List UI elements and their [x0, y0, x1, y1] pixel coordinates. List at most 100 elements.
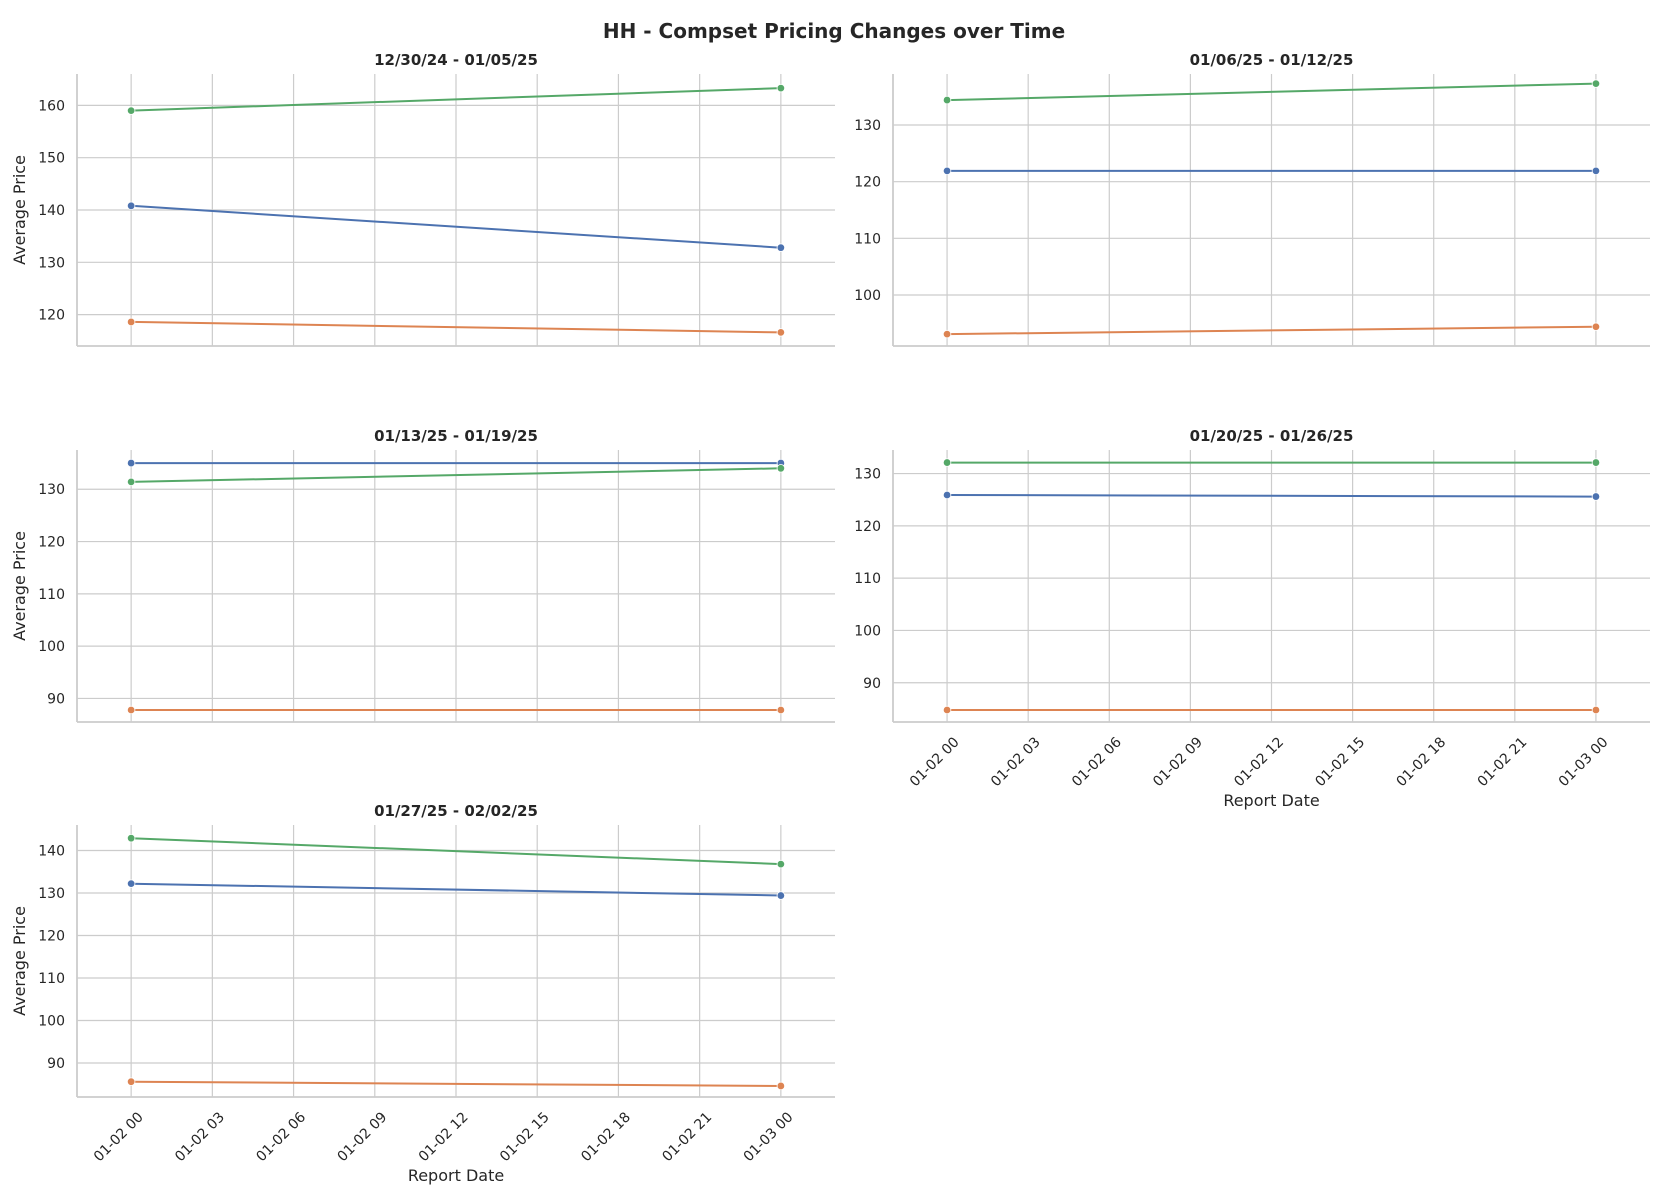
x-tick-label: 01-02 03 — [988, 734, 1044, 790]
data-point — [126, 833, 136, 843]
y-tick-label: 90 — [47, 691, 65, 707]
data-point — [126, 477, 136, 487]
data-point — [126, 201, 136, 211]
x-tick-label: 01-02 03 — [172, 1109, 228, 1165]
x-axis-label: Report Date — [1223, 791, 1319, 810]
y-tick-label: 160 — [38, 98, 65, 114]
x-tick-label: 01-02 06 — [253, 1109, 309, 1165]
x-tick-label: 01-02 18 — [1393, 734, 1449, 790]
x-tick-label: 01-03 00 — [1556, 734, 1612, 790]
y-tick-label: 110 — [38, 587, 65, 603]
y-tick-label: 120 — [38, 535, 65, 551]
data-point — [126, 1077, 136, 1086]
data-point — [776, 464, 786, 473]
data-point — [942, 458, 952, 467]
y-axis-label: Average Price — [10, 906, 29, 1016]
x-tick-label: 01-03 00 — [741, 1109, 797, 1165]
data-point — [776, 243, 786, 252]
subplot-title: 01/06/25 - 01/12/25 — [1190, 51, 1354, 69]
y-axis-label: Average Price — [10, 155, 29, 265]
y-tick-label: 130 — [38, 482, 65, 498]
data-point — [942, 705, 952, 715]
y-tick-label: 110 — [854, 231, 881, 247]
series-line — [131, 882, 781, 897]
subplot-5: 90 100 110 120 130 140 01/27/25 - 02/02/25 Aver… — [10, 802, 835, 1185]
series-line — [131, 320, 781, 334]
y-tick-label: 120 — [854, 519, 881, 535]
data-point — [942, 95, 952, 105]
x-tick-label: 01-02 21 — [659, 1109, 715, 1165]
x-tick-label: 01-02 15 — [497, 1109, 553, 1165]
series-line — [131, 467, 781, 483]
subplot-1: 120 130 140 150 160 12/30/24 - 01/05/25 Averag… — [10, 51, 835, 347]
y-tick-label: 100 — [38, 639, 65, 655]
y-tick-label: 130 — [38, 886, 65, 902]
y-tick-label: 120 — [38, 929, 65, 945]
data-point — [776, 83, 786, 93]
x-tick-label: 01-02 06 — [1069, 734, 1125, 790]
x-tick-label: 01-02 00 — [907, 734, 963, 790]
subplot-title: 01/27/25 - 02/02/25 — [374, 802, 538, 820]
data-point — [1591, 79, 1601, 88]
subplot-4: 90 100 110 120 130 01/20/25 - 01/26/25 01-02 0… — [854, 427, 1650, 810]
y-tick-label: 130 — [854, 118, 881, 134]
subplot-3: 90 100 110 120 130 01/13/25 - 01/19/25 Average… — [10, 427, 835, 723]
data-point — [776, 859, 786, 869]
x-tick-label: 01-02 09 — [335, 1109, 391, 1165]
y-tick-label: 120 — [38, 308, 65, 324]
series-line — [947, 82, 1596, 102]
data-point — [1591, 322, 1601, 331]
y-tick-label: 90 — [863, 676, 881, 692]
y-tick-label: 130 — [38, 255, 65, 271]
y-tick-label: 140 — [38, 203, 65, 219]
x-tick-label: 01-02 12 — [1231, 734, 1287, 790]
y-tick-label: 100 — [38, 1014, 65, 1030]
y-tick-label: 120 — [854, 175, 881, 191]
x-tick-label: 01-02 09 — [1150, 734, 1206, 790]
data-point — [1591, 492, 1601, 501]
data-point — [942, 166, 952, 176]
data-point — [942, 329, 952, 339]
data-point — [776, 891, 786, 900]
data-point — [776, 328, 786, 337]
series-line — [131, 1080, 781, 1087]
x-tick-label: 01-02 00 — [91, 1109, 147, 1165]
data-point — [776, 705, 786, 715]
series-line — [131, 204, 781, 249]
data-point — [126, 317, 136, 327]
figure-title: HH - Compset Pricing Changes over Time — [603, 19, 1065, 43]
y-tick-label: 90 — [47, 1056, 65, 1072]
y-tick-label: 150 — [38, 151, 65, 167]
y-axis-label: Average Price — [10, 531, 29, 641]
data-point — [126, 106, 136, 115]
data-point — [942, 490, 952, 500]
y-tick-label: 130 — [854, 467, 881, 483]
data-point — [126, 458, 136, 468]
data-point — [1591, 458, 1601, 467]
data-point — [126, 705, 136, 715]
series-line — [131, 87, 781, 112]
x-axis-label: Report Date — [408, 1166, 504, 1185]
series-line — [947, 494, 1596, 498]
data-point — [1591, 166, 1601, 176]
series-line — [947, 325, 1596, 336]
subplot-title: 01/20/25 - 01/26/25 — [1190, 427, 1354, 445]
y-tick-label: 110 — [38, 971, 65, 987]
x-tick-label: 01-02 15 — [1312, 734, 1368, 790]
y-tick-label: 140 — [38, 844, 65, 860]
subplot-title: 01/13/25 - 01/19/25 — [374, 427, 538, 445]
data-point — [776, 1081, 786, 1091]
subplot-2: 100 110 120 130 01/06/25 - 01/12/25 — [854, 51, 1650, 347]
y-tick-label: 100 — [854, 623, 881, 639]
series-line — [131, 837, 781, 866]
x-tick-label: 01-02 12 — [416, 1109, 472, 1165]
y-tick-label: 110 — [854, 571, 881, 587]
x-tick-label: 01-02 21 — [1475, 734, 1531, 790]
y-tick-label: 100 — [854, 288, 881, 304]
data-point — [126, 879, 136, 888]
x-tick-label: 01-02 18 — [578, 1109, 634, 1165]
data-point — [1591, 705, 1601, 715]
subplot-title: 12/30/24 - 01/05/25 — [374, 51, 538, 69]
